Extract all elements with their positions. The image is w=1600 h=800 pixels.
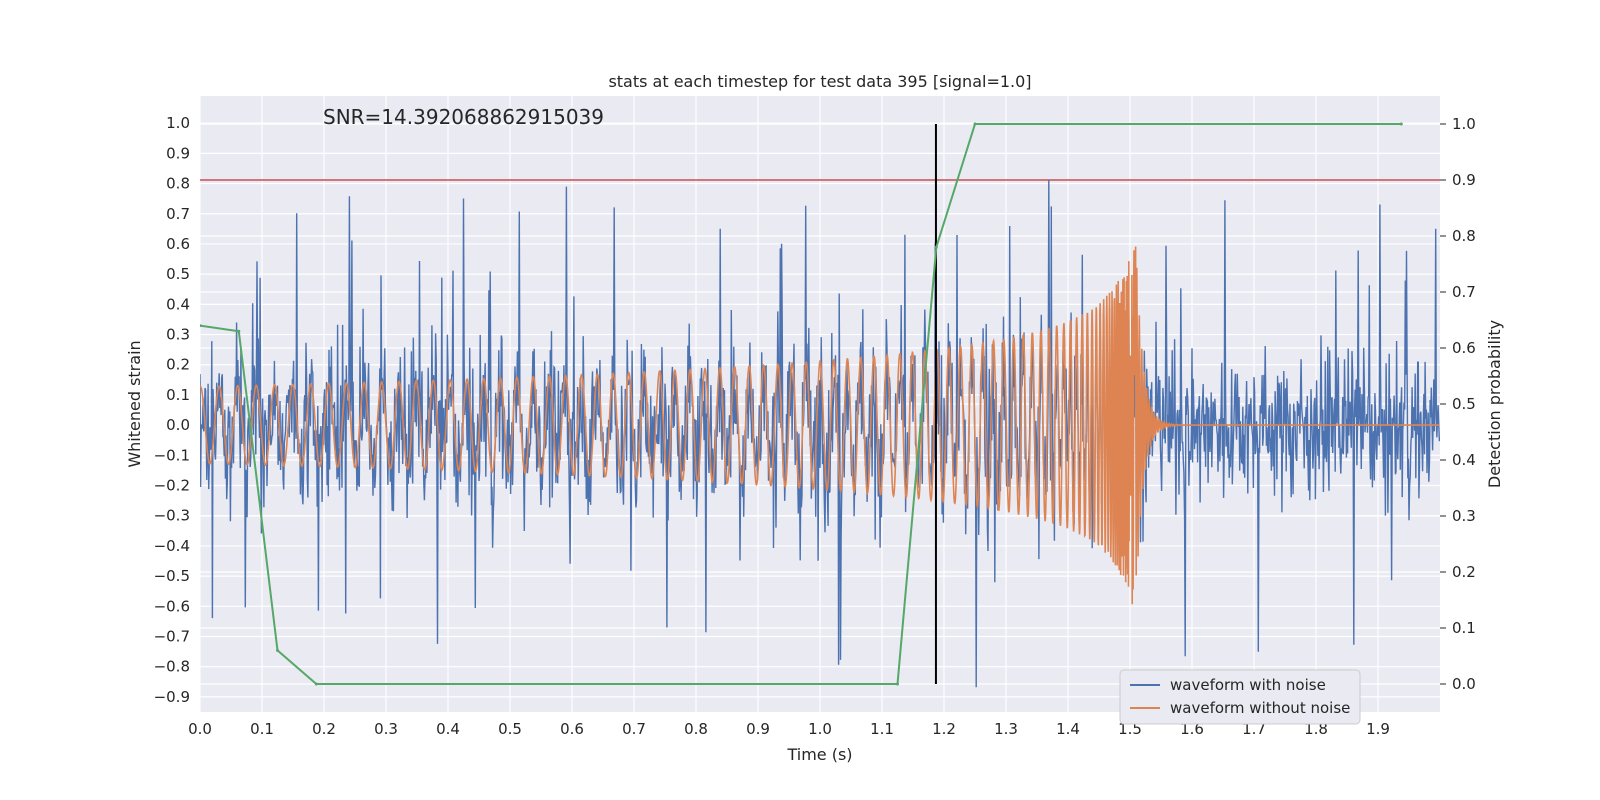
y-right-tick-label: 0.0 xyxy=(1452,675,1476,693)
y-tick-label: −0.8 xyxy=(154,658,190,676)
y-right-axis-label: Detection probability xyxy=(1485,320,1504,488)
x-tick-label: 1.1 xyxy=(870,720,894,738)
y-right-tick-label: 0.6 xyxy=(1452,339,1476,357)
y-tick-label: 0.0 xyxy=(166,416,190,434)
y-tick-label: 0.8 xyxy=(166,175,190,193)
detection-probability-point xyxy=(934,245,938,249)
y-tick-label: −0.6 xyxy=(154,597,190,615)
detection-probability-point xyxy=(1399,122,1403,126)
y-right-tick-label: 0.5 xyxy=(1452,395,1476,413)
y-tick-label: −0.7 xyxy=(154,628,190,646)
y-right-tick-label: 0.8 xyxy=(1452,227,1476,245)
detection-probability-point xyxy=(973,122,977,126)
x-tick-label: 0.0 xyxy=(188,720,212,738)
y-right-tick-label: 0.9 xyxy=(1452,171,1476,189)
x-tick-label: 0.7 xyxy=(622,720,646,738)
x-tick-label: 1.0 xyxy=(808,720,832,738)
y-tick-label: −0.3 xyxy=(154,507,190,525)
y-tick-label: 0.9 xyxy=(166,144,190,162)
y-right-tick-label: 0.7 xyxy=(1452,283,1476,301)
x-tick-label: 0.4 xyxy=(436,720,460,738)
legend-box xyxy=(1119,669,1361,725)
series-group xyxy=(200,122,1440,688)
y-tick-label: −0.4 xyxy=(154,537,190,555)
snr-annotation: SNR=14.392068862915039 xyxy=(323,105,604,129)
y-tick-label: 0.4 xyxy=(166,295,190,313)
y-tick-label: 0.5 xyxy=(166,265,190,283)
y-right-tick-labels: 1.0 0.9 0.8 0.7 0.6 0.5 0.4 0.3 0.2 0.1 0.0 xyxy=(1440,115,1476,693)
y-tick-label: 0.3 xyxy=(166,326,190,344)
legend: waveform with noise waveform without noi… xyxy=(1119,669,1361,725)
x-tick-label: 1.2 xyxy=(932,720,956,738)
detection-probability-point xyxy=(237,329,241,333)
series-waveform-without-noise xyxy=(200,246,1440,605)
x-tick-label: 0.1 xyxy=(250,720,274,738)
x-tick-label: 1.9 xyxy=(1366,720,1390,738)
grid-lines xyxy=(199,96,1440,712)
legend-label-clean: waveform without noise xyxy=(1170,699,1350,717)
y-tick-label: 0.7 xyxy=(166,205,190,223)
y-tick-label: −0.9 xyxy=(154,688,190,706)
detection-probability-point xyxy=(276,648,279,652)
y-right-tick-label: 0.2 xyxy=(1452,563,1476,581)
y-axis-label: Whitened strain xyxy=(125,340,144,467)
series-detection-probability xyxy=(200,123,1402,685)
y-tick-label: 0.1 xyxy=(166,386,190,404)
y-right-tick-label: 0.3 xyxy=(1452,507,1476,525)
y-tick-label: 0.2 xyxy=(166,356,190,374)
y-right-tick-label: 0.4 xyxy=(1452,451,1476,469)
y-right-tick-label: 0.1 xyxy=(1452,619,1476,637)
x-tick-label: 0.5 xyxy=(498,720,522,738)
legend-label-noise: waveform with noise xyxy=(1170,676,1326,694)
y-right-tick-label: 1.0 xyxy=(1452,115,1476,133)
y-tick-label: −0.1 xyxy=(154,446,190,464)
y-tick-label: 1.0 xyxy=(166,114,190,132)
x-tick-label: 0.9 xyxy=(746,720,770,738)
detection-probability-point xyxy=(314,682,318,686)
x-tick-label: 0.8 xyxy=(684,720,708,738)
y-tick-label: −0.5 xyxy=(154,567,190,585)
x-tick-label: 1.4 xyxy=(1056,720,1080,738)
x-tick-label: 1.3 xyxy=(994,720,1018,738)
x-tick-label: 0.2 xyxy=(312,720,336,738)
detection-probability-point xyxy=(896,682,899,686)
x-axis-label: Time (s) xyxy=(786,745,852,764)
x-tick-label: 0.6 xyxy=(560,720,584,738)
y-tick-label: 0.6 xyxy=(166,235,190,253)
y-tick-label: −0.2 xyxy=(154,477,190,495)
y-tick-labels: 1.0 0.9 0.8 0.7 0.6 0.5 0.4 0.3 0.2 0.1 0.0 −0.1 −0.… xyxy=(154,114,190,706)
series-waveform-with-noise xyxy=(200,180,1440,688)
x-tick-label: 0.3 xyxy=(374,720,398,738)
detection-probability-point xyxy=(200,324,202,328)
chart-title: stats at each timestep for test data 395… xyxy=(608,72,1031,91)
